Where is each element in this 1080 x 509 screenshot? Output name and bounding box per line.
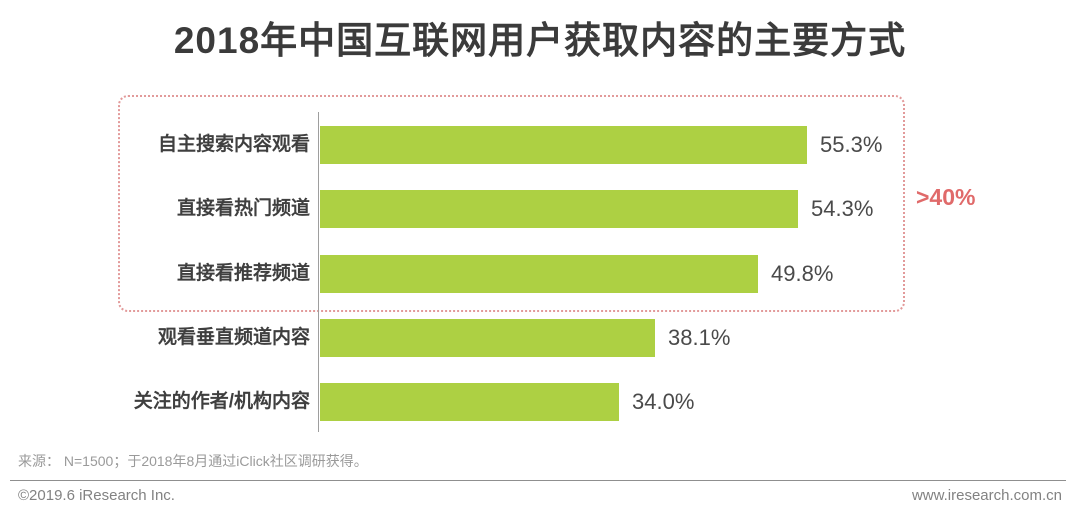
- bar-label: 直接看推荐频道: [176, 263, 310, 284]
- copyright-text: ©2019.6 iResearch Inc.: [18, 487, 175, 504]
- bar-label: 自主搜索内容观看: [157, 134, 310, 155]
- bar-row: 观看垂直频道内容 38.1%: [0, 318, 1080, 358]
- source-note: 来源： N=1500；于2018年8月通过iClick社区调研获得。: [18, 453, 368, 469]
- bar-value: 49.8%: [771, 261, 834, 286]
- bar-chart: 自主搜索内容观看 55.3% 直接看热门频道 54.3% 直接看推荐频道 49.8% 观看垂…: [0, 95, 1080, 432]
- footer-divider: [10, 480, 1066, 481]
- bar: [320, 255, 758, 293]
- bar-value: 55.3%: [820, 132, 883, 157]
- bar-row: 关注的作者/机构内容 34.0%: [0, 382, 1080, 422]
- chart-title: 2018年中国互联网用户获取内容的主要方式: [173, 20, 907, 61]
- bar-row: 直接看热门频道 54.3%: [0, 189, 1080, 229]
- bar: [320, 383, 619, 421]
- highlight-dashed-box: [118, 95, 905, 312]
- footer: ©2019.6 iResearch Inc. www.iresearch.com…: [18, 487, 1062, 504]
- website-url: www.iresearch.com.cn: [911, 487, 1062, 504]
- bar: [320, 126, 807, 164]
- bar-label: 直接看热门频道: [176, 198, 310, 219]
- bar-value: 34.0%: [632, 389, 695, 414]
- bar-row: 自主搜索内容观看 55.3%: [0, 125, 1080, 165]
- bar-value: 54.3%: [811, 196, 874, 221]
- bar-row: 直接看推荐频道 49.8%: [0, 254, 1080, 294]
- bar: [320, 319, 655, 357]
- bar-label: 关注的作者/机构内容: [133, 391, 310, 412]
- bar: [320, 190, 798, 228]
- annotation-gt40-label: >40%: [916, 184, 976, 210]
- bar-label: 观看垂直频道内容: [157, 327, 310, 348]
- bar-value: 38.1%: [668, 325, 731, 350]
- y-axis-line: [318, 112, 319, 432]
